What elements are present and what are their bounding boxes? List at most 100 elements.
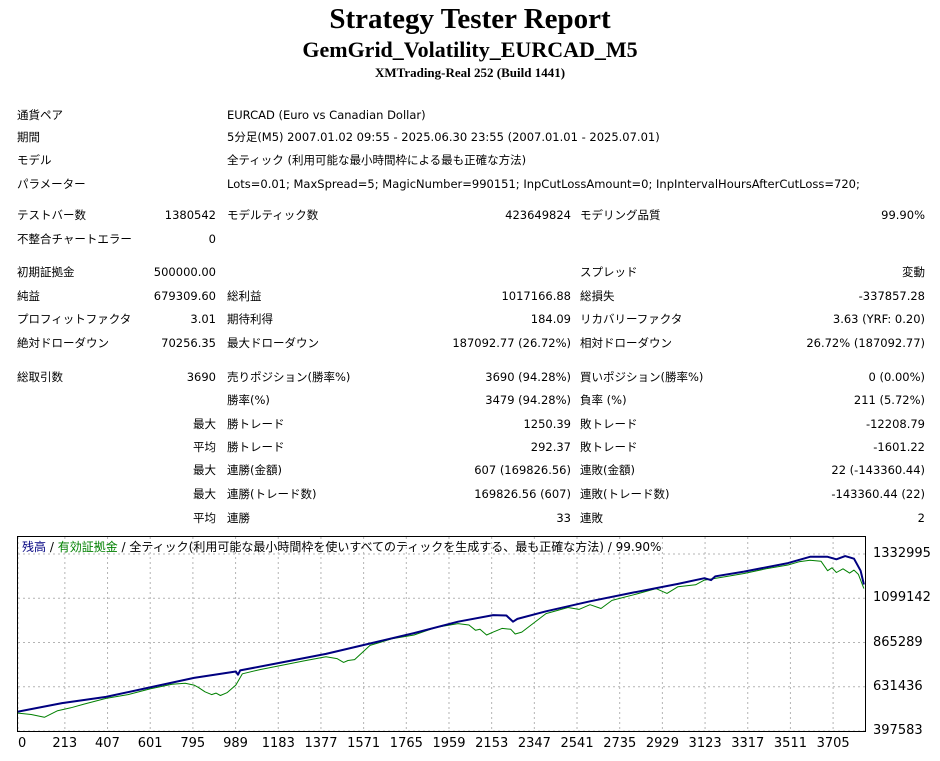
rel-drawdown-label: 相対ドローダウン	[580, 336, 672, 350]
y-tick-label-0: 1332995	[873, 546, 931, 561]
period-value: 5分足(M5) 2007.01.02 09:55 - 2025.06.30 23…	[227, 130, 660, 144]
x-tick-label-17: 3317	[731, 736, 765, 751]
largest-win-value: 1250.39	[523, 417, 571, 431]
consec-losses-money-label: 連敗(金額)	[580, 463, 635, 477]
long-positions-value: 0 (0.00%)	[868, 370, 925, 384]
avg-consec-wins-value: 33	[556, 511, 571, 525]
spread-value: 変動	[902, 265, 925, 279]
y-tick-label-1: 1099142	[873, 590, 931, 606]
total-trades-value: 3690	[186, 370, 216, 384]
x-tick-label-8: 1571	[347, 736, 381, 751]
equity-line	[18, 559, 865, 718]
abs-drawdown-label: 絶対ドローダウン	[17, 336, 109, 350]
recovery-factor-label: リカバリーファクタ	[580, 312, 683, 326]
recovery-factor-value: 3.63 (YRF: 0.20)	[832, 312, 925, 326]
gross-loss-label: 総損失	[580, 289, 615, 303]
avg-consec-losses-label: 連敗	[580, 511, 603, 525]
legend-description: 全ティック(利用可能な最小時間枠を使いすべてのティックを生成する、最も正確な方法…	[129, 540, 662, 554]
x-tick-label-0: 0	[18, 736, 27, 751]
mismatch-label: 不整合チャートエラー	[17, 232, 132, 246]
legend-balance: 残高	[22, 540, 47, 554]
consec-losses-money-value: 22 (-143360.44)	[831, 463, 925, 477]
bars-value: 1380542	[164, 208, 216, 222]
equity-chart: 残高 / 有効証拠金 / 全ティック(利用可能な最小時間枠を使いすべてのティック…	[17, 536, 866, 732]
pair-value: EURCAD (Euro vs Canadian Dollar)	[227, 108, 426, 122]
rel-drawdown-value: 26.72% (187092.77)	[806, 336, 925, 350]
x-tick-label-1: 213	[52, 736, 78, 751]
abs-drawdown-value: 70256.35	[161, 336, 216, 350]
quality-value: 99.90%	[881, 208, 925, 222]
short-positions-label: 売りポジション(勝率%)	[227, 370, 351, 384]
legend-equity: 有効証拠金	[57, 540, 118, 554]
win-rate-label: 勝率(%)	[227, 393, 270, 407]
x-tick-label-15: 2929	[645, 736, 679, 751]
expected-payoff-value: 184.09	[530, 312, 571, 326]
y-tick-label-3: 631436	[873, 678, 923, 694]
mismatch-value: 0	[208, 232, 216, 246]
legend-sep-1: /	[46, 540, 58, 554]
avg-loss-label: 敗トレード	[580, 440, 638, 454]
model-label: モデル	[17, 153, 52, 167]
x-tick-label-6: 1183	[261, 736, 295, 751]
period-label: 期間	[17, 130, 40, 144]
profit-factor-label: プロフィットファクタ	[17, 312, 132, 326]
x-tick-label-13: 2541	[560, 736, 594, 751]
net-profit-label: 純益	[17, 289, 40, 303]
loss-rate-value: 211 (5.72%)	[853, 393, 925, 407]
model-value: 全ティック (利用可能な最小時間枠による最も正確な方法)	[227, 153, 527, 167]
x-tick-label-12: 2347	[517, 736, 551, 751]
gross-loss-value: -337857.28	[858, 289, 925, 303]
deposit-label: 初期証拠金	[17, 265, 75, 279]
avg-win-label: 勝トレード	[227, 440, 285, 454]
consec-wins-money-value: 607 (169826.56)	[474, 463, 571, 477]
bars-label: テストバー数	[17, 208, 86, 222]
y-tick-label-4: 397583	[873, 723, 923, 738]
deposit-value: 500000.00	[153, 265, 216, 279]
x-tick-label-5: 989	[223, 736, 248, 751]
avg-loss-value: -1601.22	[873, 440, 925, 454]
loss-rate-label: 負率 (%)	[580, 393, 627, 407]
params-value: Lots=0.01; MaxSpread=5; MagicNumber=9901…	[227, 177, 860, 191]
x-tick-label-3: 601	[137, 736, 163, 751]
consec-wins-money-label: 連勝(金額)	[227, 463, 282, 477]
short-positions-value: 3690 (94.28%)	[485, 370, 571, 384]
max-drawdown-label: 最大ドローダウン	[227, 336, 319, 350]
x-tick-label-14: 2735	[603, 736, 637, 751]
profit-factor-value: 3.01	[190, 312, 216, 326]
consec-wins-trades-value: 169826.56 (607)	[474, 487, 571, 501]
max-drawdown-value: 187092.77 (26.72%)	[452, 336, 571, 350]
total-trades-label: 総取引数	[17, 370, 63, 384]
x-tick-label-4: 795	[180, 736, 206, 751]
spread-label: スプレッド	[580, 265, 638, 279]
x-tick-label-18: 3511	[773, 736, 807, 751]
max-label-1: 最大	[193, 417, 216, 431]
net-profit-value: 679309.60	[153, 289, 216, 303]
consec-losses-trades-label: 連敗(トレード数)	[580, 487, 670, 501]
equity-chart-svg	[18, 537, 865, 731]
expected-payoff-label: 期待利得	[227, 312, 273, 326]
consec-wins-trades-label: 連勝(トレード数)	[227, 487, 317, 501]
x-tick-label-16: 3123	[688, 736, 722, 751]
ticks-label: モデルティック数	[227, 208, 319, 222]
max-label-3: 最大	[193, 487, 216, 501]
chart-legend: 残高 / 有効証拠金 / 全ティック(利用可能な最小時間枠を使いすべてのティック…	[22, 539, 661, 555]
report-subtitle: GemGrid_Volatility_EURCAD_M5	[302, 37, 638, 62]
balance-line	[18, 555, 865, 713]
long-positions-label: 買いポジション(勝率%)	[580, 370, 704, 384]
avg-label-2: 平均	[193, 511, 216, 525]
avg-label-1: 平均	[193, 440, 216, 454]
params-label: パラメーター	[17, 177, 86, 191]
legend-sep-2: /	[117, 540, 130, 554]
server-build: XMTrading-Real 252 (Build 1441)	[374, 65, 566, 80]
quality-label: モデリング品質	[580, 208, 661, 222]
pair-label: 通貨ペア	[17, 108, 63, 122]
y-tick-label-2: 865289	[873, 634, 923, 650]
avg-win-value: 292.37	[530, 440, 571, 454]
ticks-value: 423649824	[505, 208, 571, 222]
x-tick-label-2: 407	[95, 736, 120, 751]
x-tick-label-7: 1377	[304, 736, 338, 751]
gross-profit-label: 総利益	[227, 289, 262, 303]
avg-consec-losses-value: 2	[917, 511, 925, 525]
gross-profit-value: 1017166.88	[501, 289, 571, 303]
x-tick-label-19: 3705	[816, 736, 850, 751]
